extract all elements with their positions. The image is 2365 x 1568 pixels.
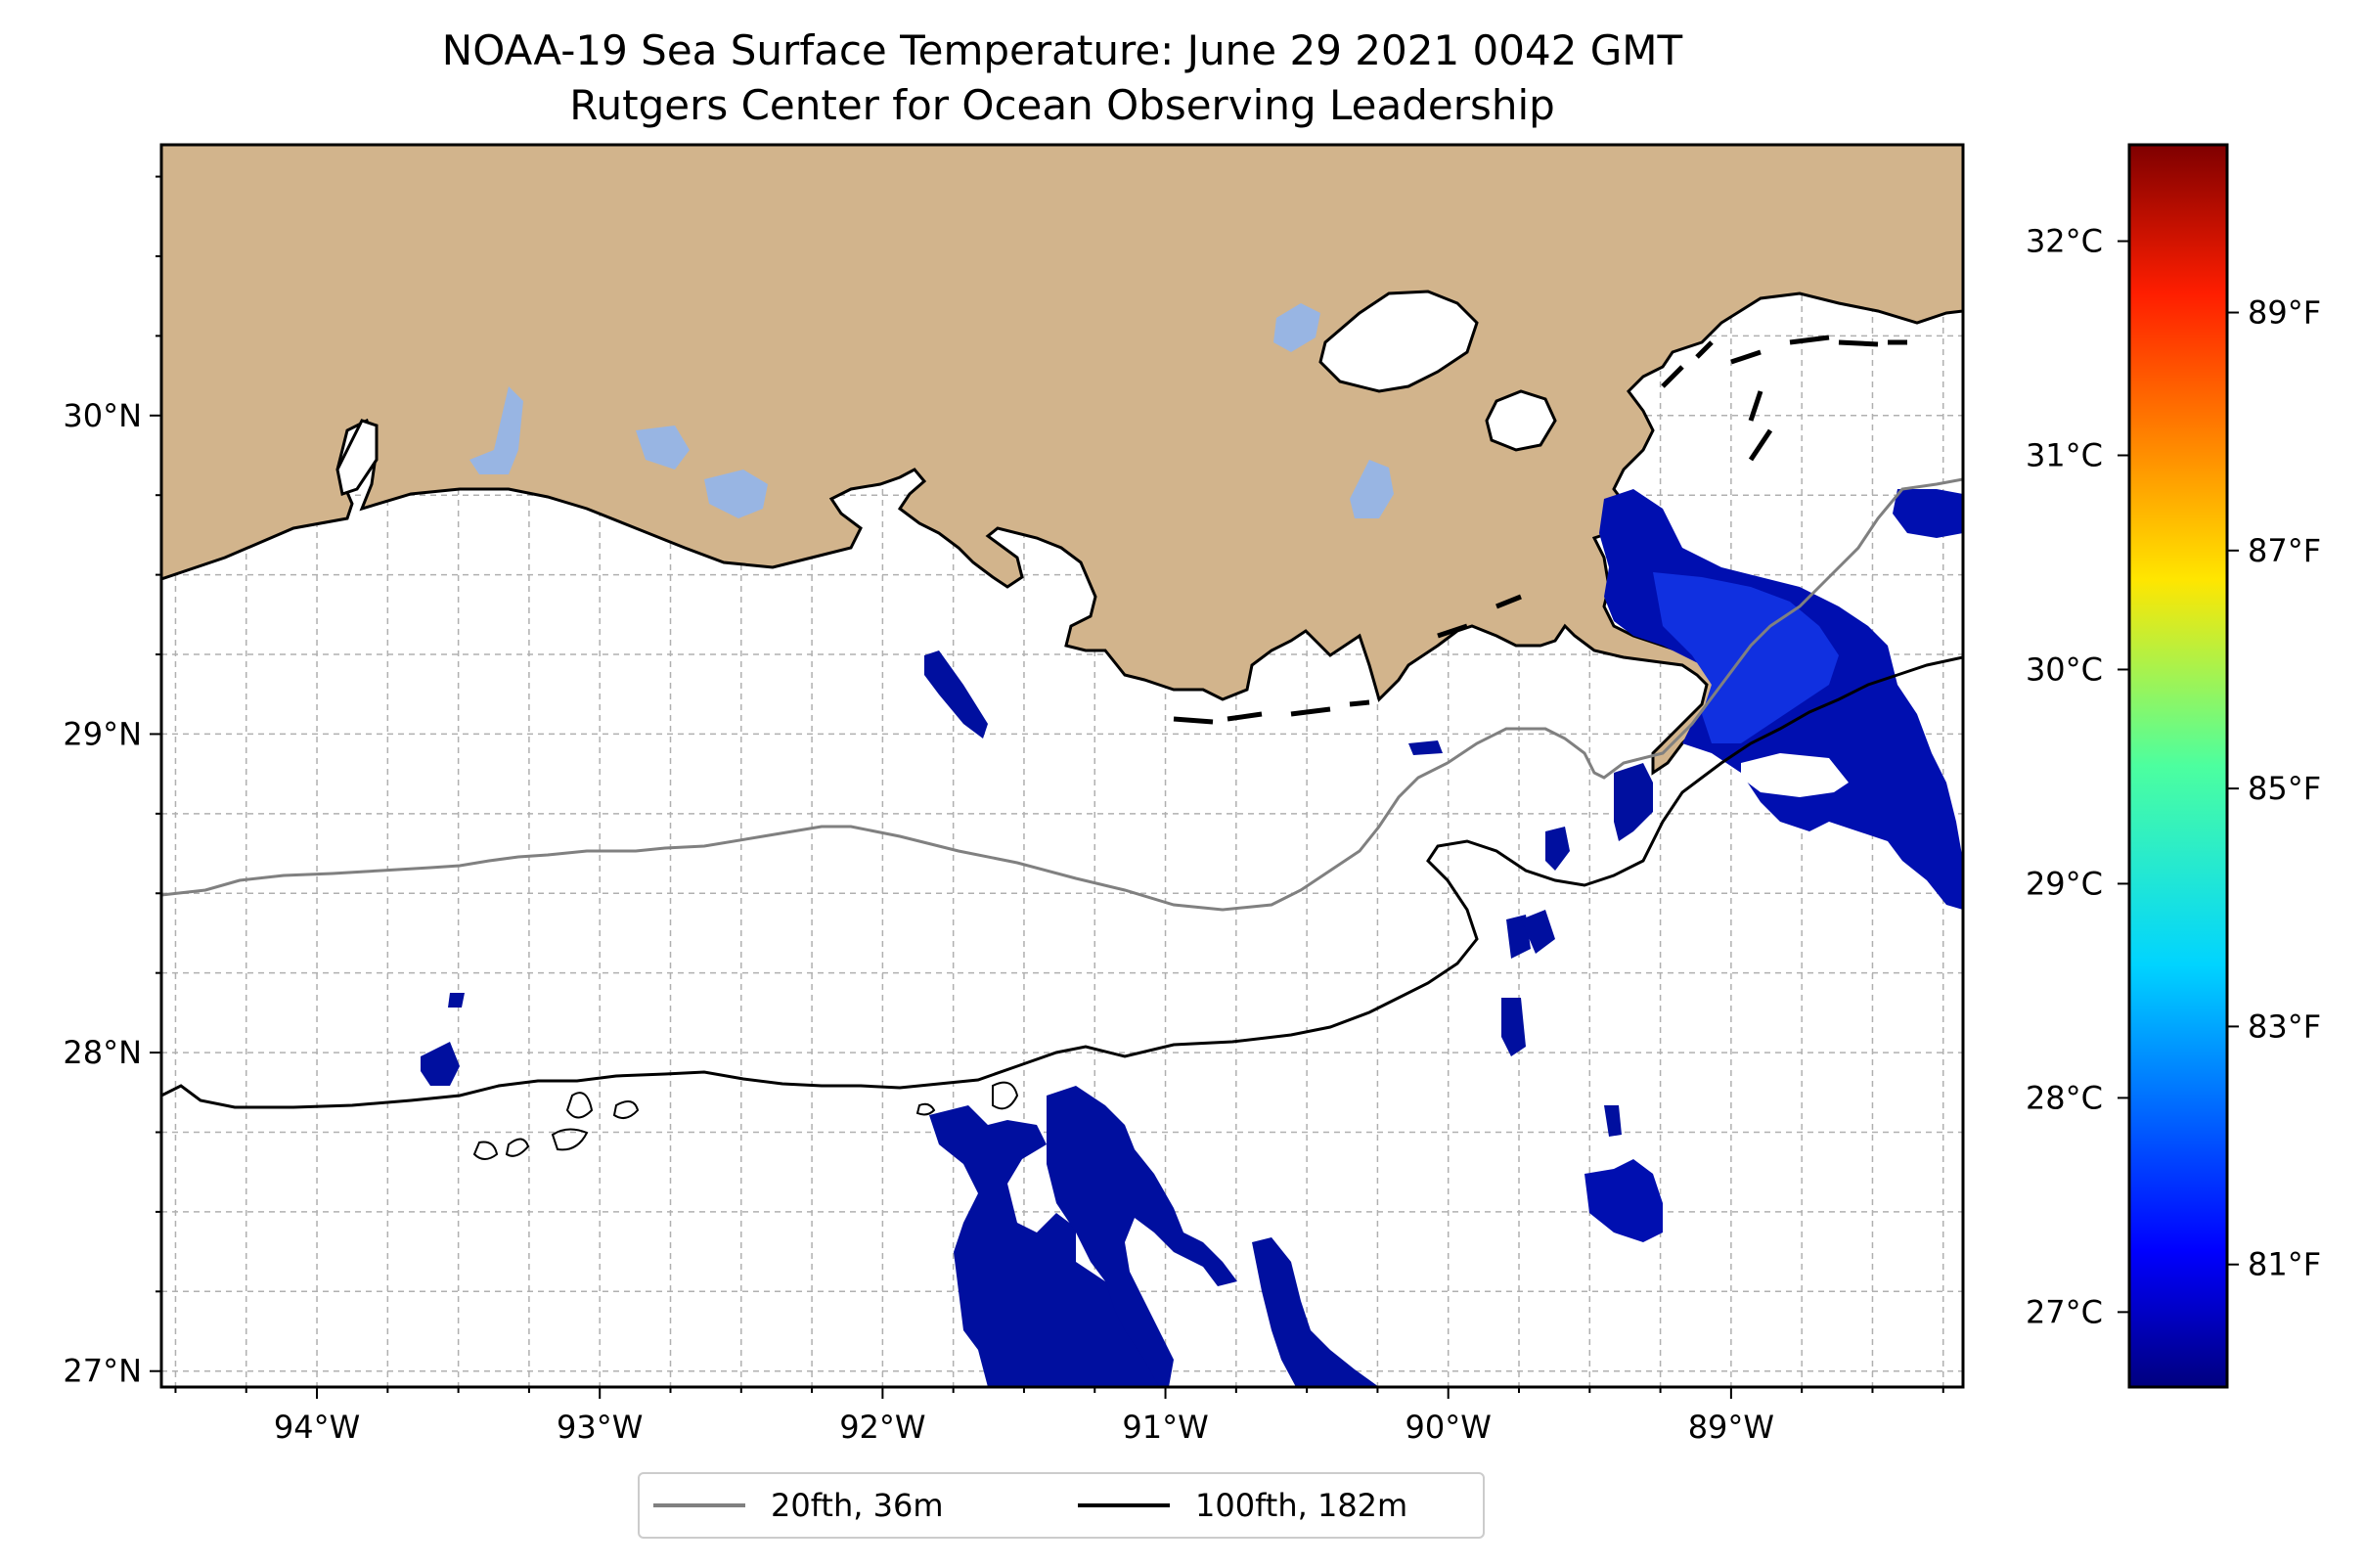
lon-tick-label: 93°W [557, 1409, 643, 1446]
map-frame [159, 143, 1965, 1389]
colorbar-fahrenheit-axis: 81°F 83°F 85°F 87°F 89°F [2227, 294, 2321, 1283]
lake [636, 426, 690, 470]
sst-patches [421, 489, 1963, 1387]
fahrenheit-tick-label: 87°F [2248, 532, 2321, 569]
legend-item-100fth: 100fth, 182m [1078, 1474, 1407, 1537]
lat-tick-label: 27°N [63, 1353, 142, 1390]
lon-tick-label: 94°W [274, 1409, 360, 1446]
celsius-tick-label: 28°C [2026, 1079, 2103, 1116]
celsius-tick-label: 31°C [2026, 437, 2103, 474]
lon-tick-label: 92°W [839, 1409, 925, 1446]
legend-item-20fth: 20fth, 36m [653, 1474, 943, 1537]
legend-label: 20fth, 36m [771, 1487, 944, 1524]
celsius-tick-label: 27°C [2026, 1293, 2103, 1330]
lake [1485, 389, 1557, 452]
legend-swatch [653, 1503, 745, 1507]
barrier-islands [1173, 335, 1907, 725]
lake [1350, 460, 1394, 518]
colorbar [2127, 143, 2229, 1389]
isobath-100fth [161, 655, 1963, 1109]
celsius-tick-label: 32°C [2026, 223, 2103, 260]
isobath-legend: 20fth, 36m 100fth, 182m [638, 1472, 1485, 1539]
latitude-axis: 27°N 28°N 29°N 30°N [63, 175, 161, 1390]
lon-tick-label: 90°W [1406, 1409, 1492, 1446]
lake [469, 386, 523, 474]
fahrenheit-tick-label: 83°F [2248, 1008, 2321, 1045]
chart-subtitle: Rutgers Center for Ocean Observing Leade… [569, 81, 1555, 129]
lon-tick-label: 89°W [1688, 1409, 1774, 1446]
lat-tick-label: 29°N [63, 715, 142, 752]
longitude-axis: 94°W 93°W 92°W 91°W 90°W 89°W [174, 1387, 1944, 1446]
celsius-tick-label: 30°C [2026, 650, 2103, 688]
lake [1318, 290, 1479, 393]
celsius-tick-label: 29°C [2026, 865, 2103, 902]
fahrenheit-tick-label: 89°F [2248, 294, 2321, 332]
map-area [161, 145, 1963, 1387]
isobath-20fth [161, 477, 1963, 912]
lat-tick-label: 30°N [63, 397, 142, 434]
lake [335, 419, 379, 496]
fahrenheit-tick-label: 85°F [2248, 770, 2321, 807]
colorbar-celsius-axis: 27°C 28°C 29°C 30°C 31°C 32°C [2026, 223, 2129, 1330]
legend-swatch [1078, 1503, 1170, 1507]
legend-label: 100fth, 182m [1195, 1487, 1408, 1524]
lake [1273, 303, 1320, 352]
banks-outlines [472, 1081, 1019, 1160]
lon-tick-label: 91°W [1122, 1409, 1208, 1446]
chart-title: NOAA-19 Sea Surface Temperature: June 29… [441, 26, 1683, 74]
lake [704, 470, 768, 518]
fahrenheit-tick-label: 81°F [2248, 1246, 2321, 1283]
lat-tick-label: 28°N [63, 1034, 142, 1071]
